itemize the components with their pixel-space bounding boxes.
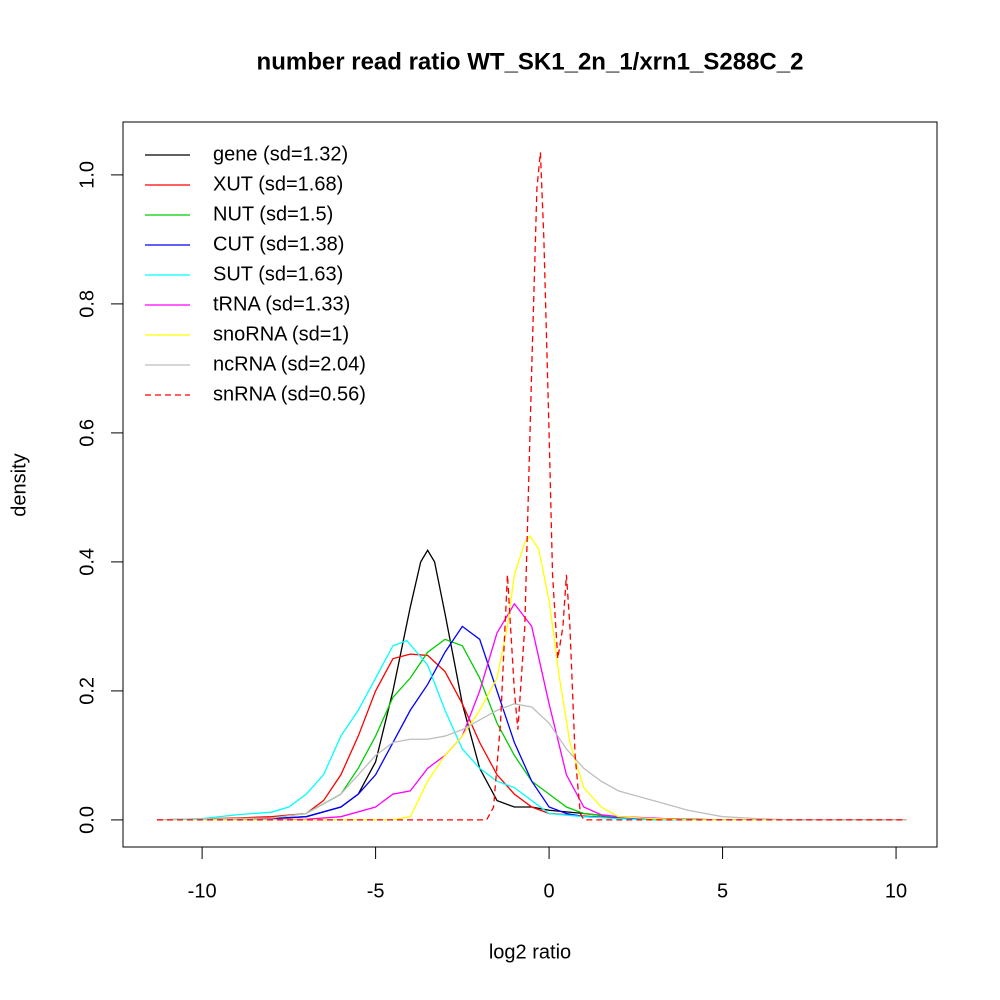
y-tick-label: 0.8 [76,290,98,318]
legend-label: NUT (sd=1.5) [213,203,333,225]
legend-label: gene (sd=1.32) [213,143,348,165]
y-tick-label: 0.0 [76,806,98,834]
x-tick-label: 0 [544,880,555,902]
y-tick-label: 0.2 [76,677,98,705]
chart-title: number read ratio WT_SK1_2n_1/xrn1_S288C… [257,48,804,75]
series-line [156,703,907,821]
series-line [157,152,907,821]
series-line [156,549,907,821]
plot-frame [122,121,938,848]
series-line [156,653,907,821]
legend-label: XUT (sd=1.68) [213,173,343,195]
series-line [156,602,907,821]
x-tick-label: 10 [885,880,907,902]
series-line [156,638,907,821]
x-axis-label: log2 ratio [489,941,571,963]
series-line [156,625,907,821]
legend-label: CUT (sd=1.38) [213,233,344,255]
legend-label: snRNA (sd=0.56) [213,383,366,405]
legend-label: SUT (sd=1.63) [213,263,343,285]
legend-label: snoRNA (sd=1) [213,323,349,345]
x-tick-label: -5 [367,880,385,902]
y-tick-label: 0.6 [76,419,98,447]
x-tick-label: -10 [188,880,217,902]
series-line [156,639,907,821]
y-tick-label: 0.4 [76,548,98,576]
legend-label: ncRNA (sd=2.04) [213,353,366,375]
x-tick-label: 5 [717,880,728,902]
y-tick-label: 1.0 [76,161,98,189]
y-axis-label: density [8,453,30,516]
legend-label: tRNA (sd=1.33) [213,293,350,315]
series-line [157,535,907,821]
